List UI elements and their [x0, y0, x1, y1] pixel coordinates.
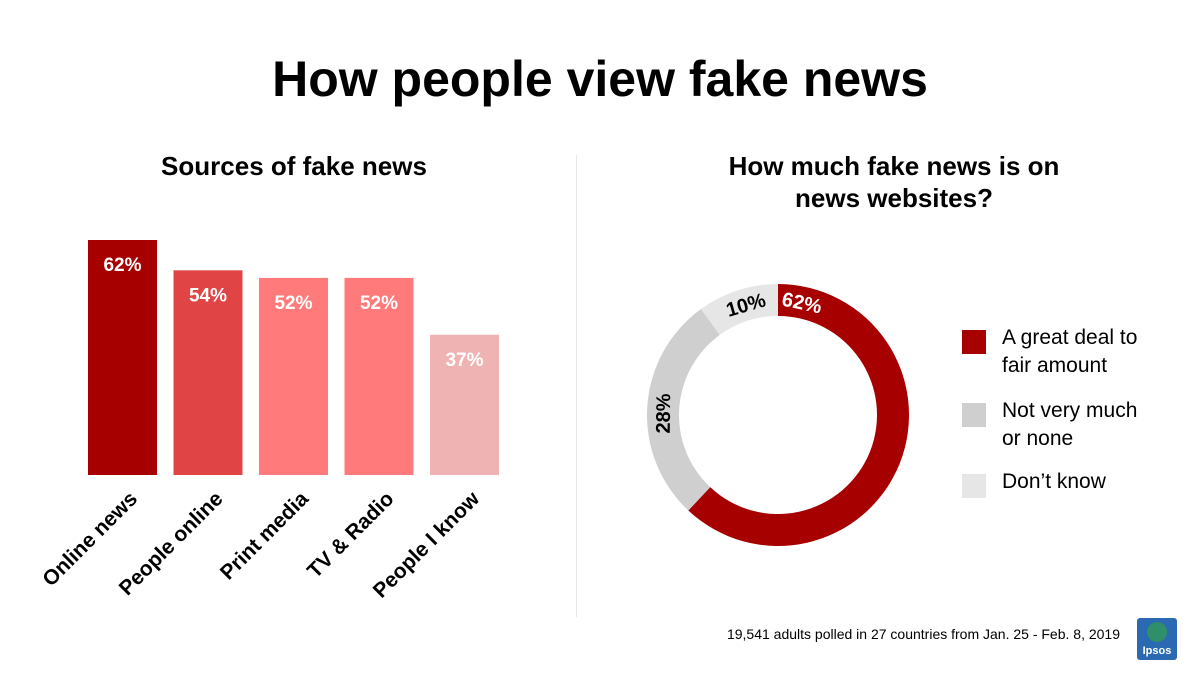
category-label: TV & Radio: [303, 487, 398, 582]
footnote: 19,541 adults polled in 27 countries fro…: [726, 626, 1120, 642]
bar-4: [430, 334, 499, 475]
bar-2: [259, 277, 328, 475]
legend-swatch-great-deal: [962, 330, 986, 354]
donut-value-label: 28%: [653, 393, 676, 434]
legend-swatch-dont-know: [962, 474, 986, 498]
page-title: How people view fake news: [272, 51, 928, 107]
legend-label-great-deal: A great deal to fair amount: [1002, 324, 1192, 380]
donut-chart-title: How much fake news is on news websites?: [684, 150, 1104, 214]
legend-line: or none: [1002, 427, 1074, 450]
donut-title-line-1: How much fake news is on: [728, 151, 1060, 181]
legend-label-dont-know: Don’t know: [1002, 468, 1192, 496]
bar-value-label: 62%: [103, 255, 141, 276]
donut-title-line-2: news websites?: [795, 183, 993, 213]
legend-label-not-very-much: Not very much or none: [1002, 397, 1192, 453]
logo-mark: [1147, 622, 1167, 642]
legend-line: Don’t know: [1002, 470, 1106, 493]
bar-value-label: 52%: [274, 293, 312, 314]
donut-slice-0: [688, 284, 909, 546]
ipsos-logo: Ipsos: [1137, 618, 1177, 660]
category-label: Print media: [216, 487, 313, 584]
panel-divider: [576, 155, 577, 617]
legend-swatch-not-very-much: [962, 403, 986, 427]
bar-0: [88, 240, 157, 475]
legend-line: A great deal to: [1002, 326, 1138, 349]
donut-chart: 62%28%10%: [647, 284, 909, 546]
bar-3: [344, 277, 414, 475]
donut-slice-1: [647, 309, 720, 511]
bar-value-label: 54%: [189, 285, 227, 306]
donut-slice-2: [701, 284, 778, 335]
legend-line: Not very much: [1002, 399, 1138, 422]
bar-chart-title: Sources of fake news: [161, 151, 427, 181]
bar-value-label: 37%: [445, 350, 483, 371]
legend-line: fair amount: [1002, 354, 1108, 377]
bar-value-label: 52%: [360, 293, 398, 314]
bar-1: [173, 270, 243, 475]
logo-wordmark: Ipsos: [1142, 645, 1172, 657]
